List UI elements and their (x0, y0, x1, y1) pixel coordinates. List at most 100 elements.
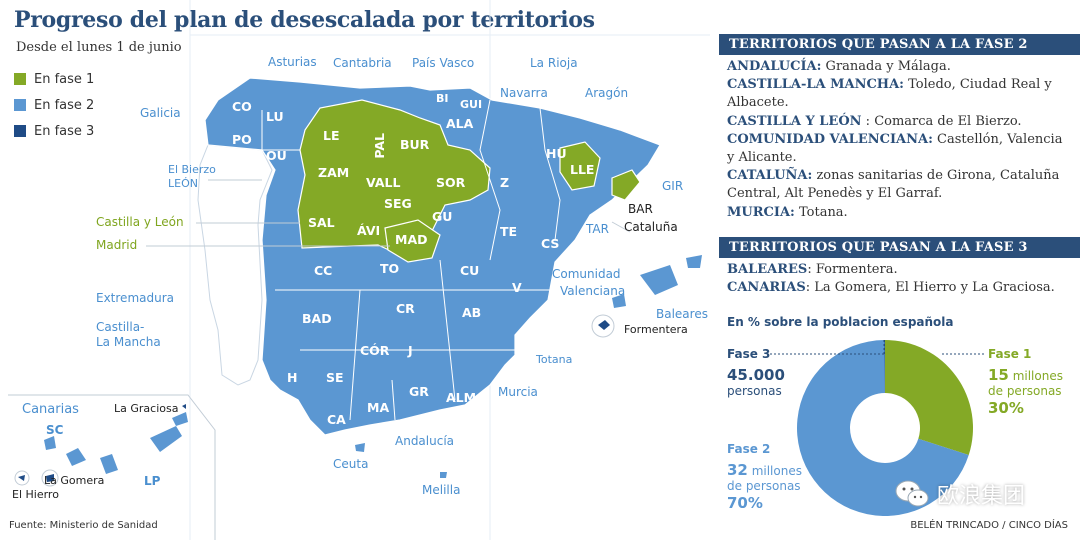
label-navarra: Navarra (500, 86, 548, 100)
phase2-panel: TERRITORIOS QUE PASAN A LA FASE 2 ANDALU… (719, 34, 1080, 222)
spain-map-svg (8, 0, 710, 540)
credit-footer: BELÉN TRINCADO / CINCO DÍAS (910, 520, 1068, 531)
phase2-item: MURCIA: Totana. (727, 204, 848, 220)
province-cr: CR (396, 301, 415, 316)
canarias-island (172, 412, 188, 426)
fase2-percent: 70% (727, 493, 763, 512)
el-hierro-shape (18, 475, 25, 481)
phase2-item: CASTILLA-LA MANCHA: Toledo, Ciudad Real … (727, 77, 1052, 111)
fase2-amount: 32 millones de personas (727, 461, 811, 493)
wechat-icon (895, 480, 929, 507)
province-bur: BUR (400, 137, 430, 152)
phase2-item: CATALUÑA: zonas sanitarias de Girona, Ca… (727, 168, 1060, 202)
legend-label: En fase 3 (34, 123, 95, 139)
province-bad: BAD (302, 311, 332, 326)
legend-swatch-phase1 (14, 73, 26, 85)
canarias-island (66, 448, 86, 466)
label-pais-vasco: País Vasco (412, 56, 475, 70)
formentera-shape (598, 320, 610, 330)
chart-title: En % sobre la poblacion española (727, 315, 954, 329)
phase2-item: COMUNIDAD VALENCIANA: Castellón, Valenci… (727, 131, 1063, 166)
province-co: CO (232, 99, 252, 114)
province-hu: HU (546, 146, 567, 161)
province-pal: PAL (372, 133, 387, 159)
province-avi: ÁVI (357, 223, 381, 238)
source-footer: Fuente: Ministerio de Sanidad (9, 520, 158, 531)
legend-item-phase3: En fase 3 (14, 118, 94, 144)
province-alm: ALM (446, 390, 477, 405)
label-comunidad-valenciana-2: Valenciana (560, 284, 626, 298)
phase3-panel-body: BALEARES: Formentera. CANARIAS: La Gomer… (719, 258, 1080, 297)
fase2-value: 32 (727, 461, 748, 480)
menorca-shape (686, 255, 702, 268)
fase1-unit: millones de personas (988, 369, 1063, 399)
canarias-island (44, 436, 56, 450)
label-la-rioja: La Rioja (530, 56, 578, 70)
watermark-text: 欧浪集团 (937, 484, 1026, 509)
phase3-item: CANARIAS: La Gomera, El Hierro y La Grac… (727, 280, 1055, 296)
province-le: LE (323, 128, 340, 143)
label-sc: SC (46, 423, 64, 437)
province-ab: AB (462, 305, 482, 320)
fase3-unit: personas (727, 384, 782, 399)
label-lp: LP (144, 474, 161, 488)
province-to: TO (380, 261, 400, 276)
melilla-shape (440, 472, 447, 478)
province-cu: CU (460, 263, 480, 278)
la-graciosa-shape (182, 404, 186, 409)
legend-item-phase1: En fase 1 (14, 66, 94, 92)
label-baleares: Baleares (656, 307, 708, 321)
canarias-island (100, 454, 118, 474)
phase2-item: ANDALUCÍA: Granada y Málaga. (727, 59, 951, 74)
label-extremadura: Extremadura (96, 291, 174, 305)
phase3-panel-header: TERRITORIOS QUE PASAN A LA FASE 3 (719, 237, 1080, 258)
province-gui: GUI (460, 98, 483, 111)
donut-slice-fase-3 (884, 340, 885, 394)
province-vall: VALL (366, 175, 401, 190)
province-j: J (408, 343, 413, 358)
label-leon: LEÓN (168, 177, 198, 190)
phase2-panel-header: TERRITORIOS QUE PASAN A LA FASE 2 (719, 34, 1080, 55)
fase2-unit: millones de personas (727, 464, 802, 494)
donut-slice-fase-1 (885, 340, 973, 456)
province-gr: GR (409, 384, 429, 399)
province-mad: MAD (395, 232, 428, 247)
label-la-gomera: La Gomera (44, 474, 105, 487)
province-a: A (518, 327, 528, 342)
label-murcia: Murcia (498, 385, 538, 399)
portugal-shape (197, 144, 273, 386)
province-lu: LU (266, 109, 284, 124)
fase1-name: Fase 1 (988, 347, 1032, 361)
province-sor: SOR (436, 175, 466, 190)
watermark: 欧浪集团 (895, 478, 1025, 510)
label-ceuta: Ceuta (333, 457, 369, 471)
province-cc: CC (314, 263, 333, 278)
province-ala: ALA (446, 116, 474, 131)
leader-lines (146, 179, 631, 247)
province-z: Z (500, 175, 510, 190)
lleida-shape (559, 141, 601, 191)
fase1-value: 15 (988, 366, 1009, 385)
label-totana: Totana (536, 353, 573, 366)
legend-label: En fase 1 (34, 71, 95, 87)
label-castilla-leon: Castilla y León (96, 215, 184, 229)
ceuta-shape (355, 443, 365, 452)
legend-swatch-phase2 (14, 99, 26, 111)
province-borders (261, 99, 561, 421)
phase2-panel-body: ANDALUCÍA: Granada y Málaga. CASTILLA-LA… (719, 55, 1080, 222)
label-el-hierro: El Hierro (12, 488, 59, 501)
label-tar: TAR (586, 222, 609, 236)
label-gir: GIR (662, 179, 684, 193)
tarragona-shape (611, 169, 641, 201)
mallorca-shape (640, 265, 678, 295)
province-ou: OU (266, 148, 287, 163)
label-galicia: Galicia (140, 106, 181, 120)
label-el-bierzo: El Bierzo (168, 163, 216, 176)
madrid-shape (384, 219, 441, 263)
fase3-label: Fase 3 45.000 personas (727, 347, 785, 399)
province-cs: CS (541, 236, 560, 251)
spain-map: Asturias Cantabria País Vasco La Rioja G… (8, 0, 710, 540)
label-cantabria: Cantabria (333, 56, 392, 70)
fase2-label: Fase 2 32 millones de personas 70% (727, 442, 811, 512)
fase3-value: 45.000 (727, 366, 785, 385)
